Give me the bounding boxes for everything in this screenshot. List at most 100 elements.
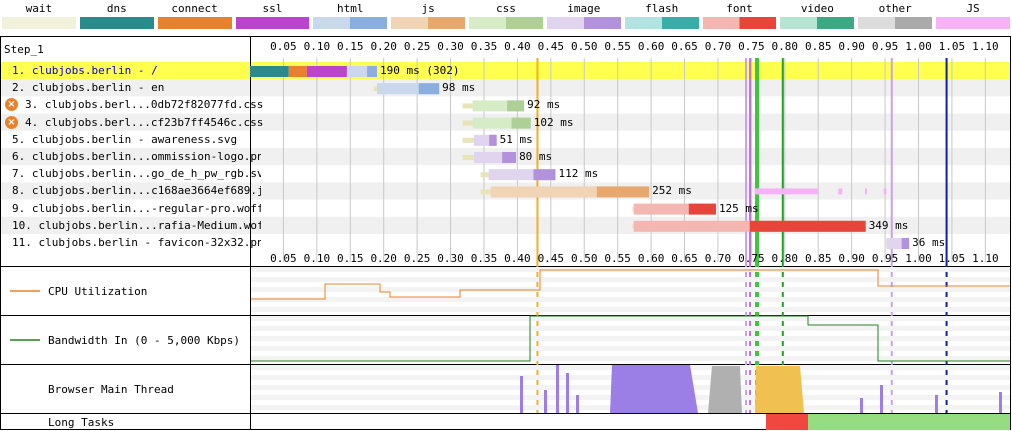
download-segment bbox=[507, 100, 525, 112]
main-thread-spike bbox=[544, 390, 547, 413]
legend-label: flash bbox=[645, 2, 679, 15]
tick-label-bottom: 1.10 bbox=[972, 252, 999, 265]
request-time: 98 ms bbox=[442, 81, 476, 95]
tick-label-top: 0.05 bbox=[270, 40, 297, 53]
panel-stripe bbox=[251, 326, 1010, 331]
main-thread-spike bbox=[566, 373, 569, 413]
tick-label-top: 0.85 bbox=[804, 40, 832, 53]
legend-swatch bbox=[79, 17, 154, 29]
ttfb-segment bbox=[490, 186, 650, 198]
tick-label-top: 1.05 bbox=[938, 40, 966, 53]
legend-item: flash bbox=[623, 0, 701, 34]
legend-swatch bbox=[313, 17, 388, 29]
legend-item: css bbox=[467, 0, 545, 34]
tick-label-bottom: 0.20 bbox=[370, 252, 397, 265]
legend-swatch bbox=[157, 17, 232, 29]
ttfb-segment bbox=[346, 66, 378, 77]
tick-label-bottom: 1.00 bbox=[905, 252, 932, 265]
tick-label-top: 1.00 bbox=[905, 40, 932, 53]
tick-label-top: 0.10 bbox=[303, 40, 331, 53]
request-label: 9. clubjobs.berlin...-regular-pro.woff2 bbox=[12, 201, 261, 215]
download-segment bbox=[688, 203, 716, 215]
legend-swatch bbox=[936, 17, 1010, 29]
legend-swatch bbox=[2, 17, 76, 29]
legend-label: font bbox=[726, 2, 753, 15]
wait-segment bbox=[480, 172, 489, 178]
tick-label-bottom: 0.95 bbox=[871, 252, 899, 265]
request-time: 102 ms bbox=[533, 115, 574, 129]
request-label: 11. clubjobs.berlin - favicon-32x32.png bbox=[12, 236, 261, 249]
legend-label: html bbox=[337, 2, 364, 15]
main-thread-spike bbox=[576, 395, 579, 413]
download-segment bbox=[367, 66, 378, 77]
main-thread-loading bbox=[755, 366, 804, 413]
error-icon: × bbox=[5, 98, 18, 112]
request-label: 7. clubjobs.berlin...go_de_h_pw_rgb.svg bbox=[12, 167, 261, 181]
tick-label-top: 0.30 bbox=[437, 40, 464, 53]
tick-label-top: 0.60 bbox=[637, 40, 665, 53]
request-time: 125 ms bbox=[718, 201, 759, 215]
tick-label-top: 0.90 bbox=[838, 40, 865, 53]
request-label: 6. clubjobs.berlin...ommission-logo.png bbox=[12, 150, 261, 163]
wait-segment bbox=[632, 206, 634, 212]
tick-label-bottom: 0.75 bbox=[738, 252, 765, 265]
long-tasks-label: Long Tasks bbox=[48, 416, 115, 429]
ttfb-segment bbox=[886, 238, 910, 249]
download-segment bbox=[533, 169, 556, 181]
wait-segment bbox=[462, 103, 473, 109]
panel-stripe bbox=[251, 346, 1010, 351]
tick-label-bottom: 0.10 bbox=[303, 252, 331, 265]
step-label: Step_1 bbox=[4, 43, 44, 56]
request-time: 112 ms bbox=[558, 167, 599, 181]
legend-label: js bbox=[421, 2, 435, 15]
tick-label-bottom: 0.05 bbox=[270, 252, 297, 265]
tick-label-top: 0.75 bbox=[738, 40, 765, 53]
panel-stripe bbox=[251, 277, 1010, 282]
tick-label-bottom: 0.30 bbox=[437, 252, 464, 265]
legend-label: ssl bbox=[262, 2, 283, 15]
legend-label: css bbox=[496, 2, 516, 15]
ttfb-segment bbox=[473, 134, 497, 146]
legend-item: other bbox=[856, 0, 934, 34]
cpu-line bbox=[251, 269, 1010, 300]
request-label: 2. clubjobs.berlin - en bbox=[12, 81, 165, 95]
tick-label-top: 0.50 bbox=[571, 40, 598, 53]
download-segment bbox=[511, 117, 531, 129]
request-label: 8. clubjobs.berlin...c168ae3664ef689.js bbox=[12, 184, 261, 198]
legend-swatch bbox=[546, 17, 621, 29]
download-segment bbox=[489, 134, 497, 146]
panel-stripe bbox=[251, 297, 1010, 302]
tick-label-top: 0.65 bbox=[671, 40, 698, 53]
tick-label-bottom: 0.50 bbox=[571, 252, 598, 265]
main-thread-spike bbox=[520, 376, 523, 413]
cpu-label: CPU Utilization bbox=[48, 285, 148, 298]
tick-label-top: 0.70 bbox=[704, 40, 732, 53]
tick-label-top: 0.25 bbox=[403, 40, 431, 53]
download-segment bbox=[418, 83, 440, 95]
tick-label-bottom: 0.65 bbox=[671, 252, 698, 265]
request-label: 1. clubjobs.berlin - / bbox=[12, 64, 158, 77]
legend-item: connect bbox=[156, 0, 234, 34]
download-segment bbox=[901, 238, 910, 249]
main-thread-spike bbox=[999, 392, 1002, 413]
legend-item: font bbox=[701, 0, 779, 34]
tick-label-top: 1.10 bbox=[972, 40, 999, 53]
wait-segment bbox=[632, 223, 634, 229]
wait-segment bbox=[885, 241, 887, 246]
main-thread-script bbox=[610, 365, 698, 413]
ttfb-segment bbox=[633, 203, 716, 215]
legend-item: video bbox=[778, 0, 856, 34]
wait-segment bbox=[462, 137, 474, 143]
ttfb-segment bbox=[473, 152, 517, 163]
tick-label-top: 0.80 bbox=[771, 40, 799, 53]
error-icon: × bbox=[5, 115, 18, 129]
tick-label-top: 0.55 bbox=[604, 40, 631, 53]
panel-stripe bbox=[251, 316, 1010, 321]
request-time: 252 ms bbox=[652, 184, 692, 198]
legend-label: video bbox=[800, 2, 834, 15]
tick-label-bottom: 0.80 bbox=[771, 252, 799, 265]
request-time: 80 ms bbox=[519, 150, 553, 163]
main-thread-spike bbox=[880, 385, 883, 413]
connect-segment bbox=[288, 66, 307, 77]
js-execution-mark bbox=[865, 188, 868, 195]
